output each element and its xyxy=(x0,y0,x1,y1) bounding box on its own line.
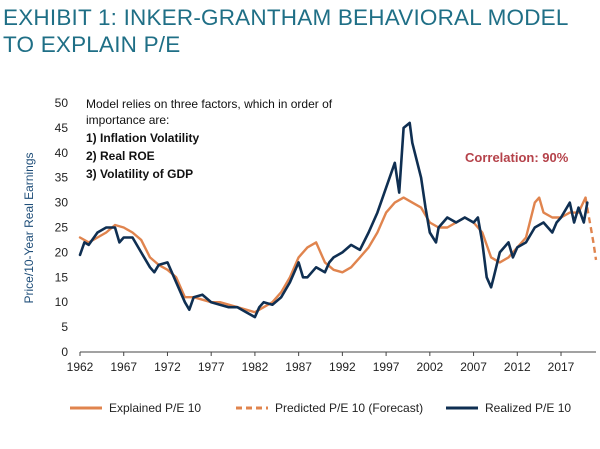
y-tick-label: 50 xyxy=(55,96,69,110)
y-tick-label: 20 xyxy=(55,245,69,259)
x-tick-label: 2012 xyxy=(504,360,531,374)
annotation-factor-2: 2) Real ROE xyxy=(86,149,155,163)
legend: Explained P/E 10 Predicted P/E 10 (Forec… xyxy=(70,401,571,415)
x-tick-label: 1977 xyxy=(198,360,225,374)
series-explained-line xyxy=(78,196,587,314)
x-tick-label: 1992 xyxy=(329,360,356,374)
legend-item-predicted: Predicted P/E 10 (Forecast) xyxy=(236,401,423,415)
y-tick-label: 45 xyxy=(55,121,69,135)
y-ticks: 0 5 10 15 20 25 30 35 40 45 50 xyxy=(55,96,69,359)
x-tick-label: 1997 xyxy=(373,360,400,374)
legend-label-realized: Realized P/E 10 xyxy=(485,401,571,415)
x-tick-label: 1972 xyxy=(154,360,181,374)
y-axis-title-group: Price/10-Year Real Earnings xyxy=(22,153,36,304)
y-tick-label: 35 xyxy=(55,171,69,185)
y-axis-title: Price/10-Year Real Earnings xyxy=(22,153,36,304)
annotation-intro-line1: Model relies on three factors, which in … xyxy=(86,97,333,111)
legend-label-predicted: Predicted P/E 10 (Forecast) xyxy=(275,401,423,415)
legend-item-explained: Explained P/E 10 xyxy=(70,401,201,415)
x-tick-label: 1962 xyxy=(67,360,94,374)
y-tick-label: 40 xyxy=(55,146,69,160)
y-tick-label: 25 xyxy=(55,221,69,235)
annotation-factor-1: 1) Inflation Volatility xyxy=(86,131,199,145)
x-ticks: 1962 1967 1972 1977 1982 1987 1992 1997 2002 2007… xyxy=(67,352,575,374)
x-tick-label: 1987 xyxy=(285,360,312,374)
annotation-intro-line2: importance are: xyxy=(86,113,169,127)
annotation-factor-3: 3) Volatility of GDP xyxy=(86,167,193,181)
legend-label-explained: Explained P/E 10 xyxy=(109,401,201,415)
correlation-label: Correlation: 90% xyxy=(465,150,569,165)
x-tick-label: 2017 xyxy=(548,360,575,374)
series-group xyxy=(78,121,598,319)
y-tick-label: 10 xyxy=(55,295,69,309)
y-tick-label: 30 xyxy=(55,196,69,210)
x-tick-label: 1982 xyxy=(242,360,269,374)
y-tick-label: 5 xyxy=(61,320,68,334)
chart-title: EXHIBIT 1: INKER-GRANTHAM BEHAVIORAL MOD… xyxy=(3,5,568,57)
legend-item-realized: Realized P/E 10 xyxy=(446,401,571,415)
x-tick-label: 1967 xyxy=(110,360,137,374)
x-tick-label: 2002 xyxy=(416,360,443,374)
y-tick-label: 0 xyxy=(61,345,68,359)
x-tick-label: 2007 xyxy=(460,360,487,374)
y-tick-label: 15 xyxy=(55,270,69,284)
model-annotation: Model relies on three factors, which in … xyxy=(86,97,333,181)
series-realized-line xyxy=(78,121,589,319)
